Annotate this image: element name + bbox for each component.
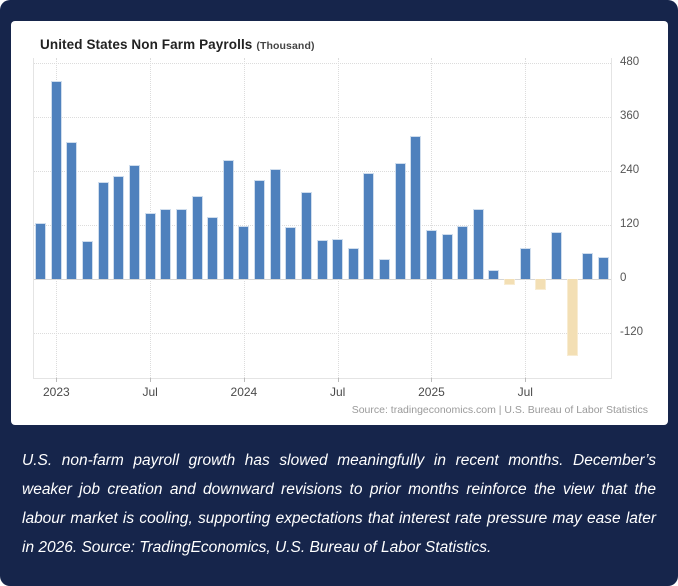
payrolls-bar[interactable] bbox=[285, 227, 297, 280]
x-gridline bbox=[243, 58, 245, 378]
payrolls-bar[interactable] bbox=[425, 229, 437, 280]
zero-gridline bbox=[34, 279, 611, 281]
payrolls-bar[interactable] bbox=[379, 258, 391, 280]
payrolls-bar[interactable] bbox=[457, 225, 469, 280]
x-gridline bbox=[525, 58, 527, 378]
payrolls-bar[interactable] bbox=[488, 270, 500, 280]
payrolls-bar[interactable] bbox=[175, 208, 187, 280]
y-gridline bbox=[34, 170, 611, 172]
payrolls-bar[interactable] bbox=[66, 142, 78, 280]
payrolls-bar[interactable] bbox=[222, 160, 234, 280]
x-axis-tick-label: Jul bbox=[517, 385, 533, 399]
payrolls-bar[interactable] bbox=[82, 240, 94, 280]
payrolls-bar[interactable] bbox=[144, 212, 156, 280]
x-axis-tick bbox=[525, 378, 527, 382]
payrolls-bar[interactable] bbox=[566, 279, 578, 356]
x-axis-tick-label: Jul bbox=[142, 385, 158, 399]
payrolls-bar[interactable] bbox=[35, 222, 47, 280]
y-gridline bbox=[34, 62, 611, 64]
x-gridline bbox=[431, 58, 433, 378]
y-axis-tick-label: 240 bbox=[620, 163, 640, 176]
x-axis-tick bbox=[337, 378, 339, 382]
payrolls-bar[interactable] bbox=[332, 239, 344, 280]
payrolls-bar[interactable] bbox=[269, 169, 281, 280]
chart-card: United States Non Farm Payrolls (Thousand… bbox=[11, 21, 668, 425]
x-axis-tick bbox=[243, 378, 245, 382]
payrolls-bar[interactable] bbox=[191, 196, 203, 280]
y-axis-tick-label: 120 bbox=[620, 217, 640, 230]
payrolls-bar[interactable] bbox=[50, 80, 62, 280]
payrolls-bar[interactable] bbox=[472, 208, 484, 280]
chart-title-unit: (Thousand) bbox=[256, 40, 315, 52]
y-gridline bbox=[34, 116, 611, 118]
y-axis-tick-label: 360 bbox=[620, 109, 640, 122]
y-axis-tick-label: -120 bbox=[620, 326, 644, 339]
payrolls-bar[interactable] bbox=[597, 257, 609, 280]
source-attribution: Source: tradingeconomics.com | U.S. Bure… bbox=[351, 404, 648, 416]
payrolls-bar[interactable] bbox=[238, 226, 250, 280]
payrolls-bar[interactable] bbox=[410, 135, 422, 280]
payrolls-bar[interactable] bbox=[300, 192, 312, 280]
y-axis-tick-label: 480 bbox=[620, 55, 640, 68]
payrolls-bar[interactable] bbox=[535, 279, 547, 291]
y-axis-tick-label: 0 bbox=[620, 272, 627, 285]
chart-title-text: United States Non Farm Payrolls bbox=[40, 37, 253, 52]
payrolls-bar[interactable] bbox=[128, 164, 140, 280]
plot-area: 480 360 240 120 0 -120 2023 Jul 2024 Jul 2025 Jul bbox=[33, 56, 643, 399]
payrolls-bar[interactable] bbox=[551, 231, 562, 280]
x-axis-tick-label: 2025 bbox=[418, 385, 445, 399]
y-gridline bbox=[34, 224, 611, 226]
caption-text: U.S. non-farm payroll growth has slowed … bbox=[22, 452, 656, 556]
x-axis-tick-label: Jul bbox=[330, 385, 346, 399]
payrolls-bar[interactable] bbox=[582, 253, 594, 280]
payrolls-bar[interactable] bbox=[394, 163, 406, 280]
payrolls-bar[interactable] bbox=[504, 279, 516, 286]
x-axis-tick-label: 2024 bbox=[230, 385, 258, 399]
payrolls-bar[interactable] bbox=[97, 182, 109, 280]
x-axis-tick-label: 2023 bbox=[42, 385, 70, 399]
payrolls-bar[interactable] bbox=[207, 216, 219, 280]
payrolls-bar[interactable] bbox=[363, 172, 375, 280]
payrolls-bar[interactable] bbox=[316, 239, 328, 280]
x-axis-tick bbox=[431, 378, 433, 382]
chart-title: United States Non Farm Payrolls (Thousand… bbox=[40, 37, 315, 52]
x-gridline bbox=[337, 58, 339, 378]
y-gridline bbox=[34, 333, 611, 335]
payrolls-bar[interactable] bbox=[160, 208, 172, 280]
x-axis-tick bbox=[56, 378, 58, 382]
payrolls-bar[interactable] bbox=[441, 233, 453, 280]
payrolls-bar[interactable] bbox=[254, 180, 266, 280]
payrolls-bar[interactable] bbox=[113, 176, 125, 280]
payrolls-bar[interactable] bbox=[519, 247, 531, 280]
x-axis-tick bbox=[150, 378, 152, 382]
payrolls-bar[interactable] bbox=[347, 247, 359, 280]
